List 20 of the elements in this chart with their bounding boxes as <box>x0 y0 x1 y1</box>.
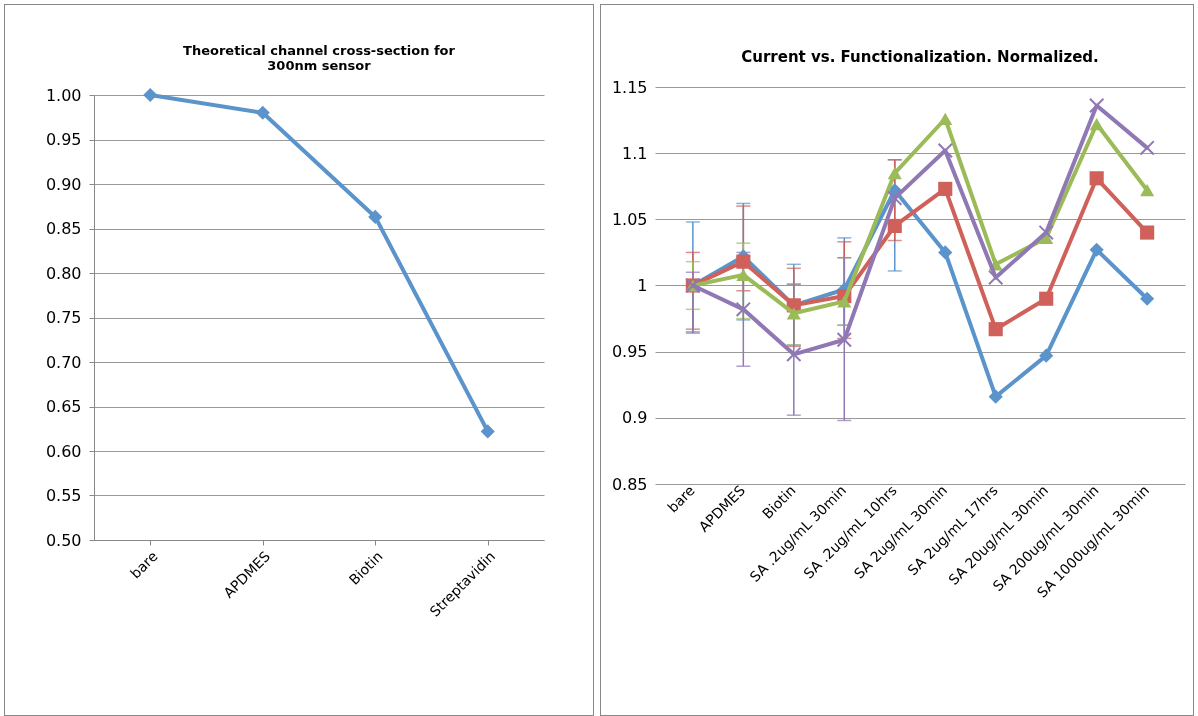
y-tick-label: 0.85 <box>611 474 648 494</box>
y-tick-label: 1.00 <box>45 85 82 105</box>
y-tick-label: 0.50 <box>45 530 82 550</box>
y-tick-label: 0.65 <box>45 397 82 416</box>
y-tick-label: 0.85 <box>45 219 82 238</box>
y-tick-label: 0.9 <box>622 408 648 428</box>
y-tick-label: 0.80 <box>45 263 82 283</box>
y-tick-label: 0.55 <box>45 486 82 505</box>
y-tick-label: 1 <box>637 276 648 295</box>
y-tick-label: 0.70 <box>45 352 82 372</box>
y-tick-label: 0.60 <box>45 441 82 461</box>
chart-title: Theoretical channel cross-section for 300nm sensor <box>183 43 456 73</box>
chart-title: Current vs. Functionalization. Normalized. <box>741 48 1099 66</box>
y-tick-label: 1.05 <box>611 209 648 229</box>
y-tick-label: 0.75 <box>45 308 82 327</box>
y-tick-label: 0.90 <box>45 174 82 194</box>
y-tick-label: 0.95 <box>611 342 648 362</box>
y-tick-label: 0.95 <box>45 130 82 149</box>
y-tick-label: 1.1 <box>622 143 648 163</box>
y-tick-label: 1.15 <box>611 77 648 97</box>
